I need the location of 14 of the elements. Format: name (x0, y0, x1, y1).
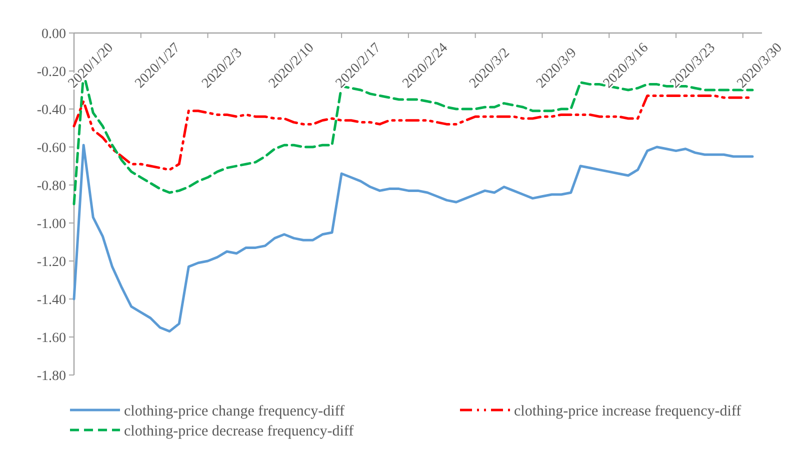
y-tick-label: -1.00 (36, 216, 66, 232)
y-tick-label: -1.80 (36, 368, 66, 384)
y-tick-label: -0.80 (36, 178, 66, 194)
y-tick-label: -0.60 (36, 140, 66, 156)
line-series (72, 144, 754, 333)
y-tick-label: -1.20 (36, 254, 66, 270)
y-tick-label: -1.40 (36, 292, 66, 308)
legend-label: clothing-price increase frequency-diff (514, 403, 742, 420)
legend-label: clothing-price decrease frequency-diff (124, 423, 354, 440)
y-tick-label: 0.00 (42, 26, 66, 42)
y-tick-label: -0.40 (36, 102, 66, 118)
legend-label: clothing-price change frequency-diff (124, 403, 344, 420)
y-tick-label: -1.60 (36, 330, 66, 346)
y-tick-label: -0.20 (36, 64, 66, 80)
